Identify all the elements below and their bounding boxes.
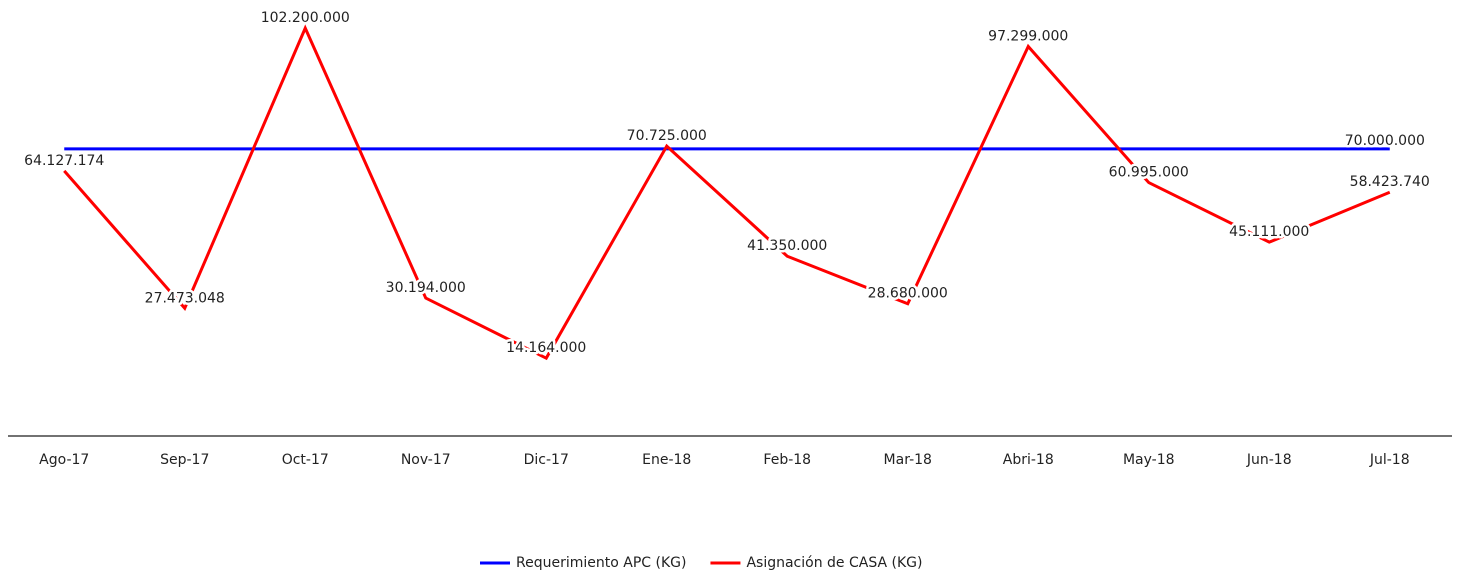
data-label: 45.111.000	[1229, 224, 1309, 240]
x-tick-label: Mar-18	[884, 452, 932, 468]
x-tick-label: Feb-18	[763, 452, 811, 468]
x-tick-label: Ene-18	[642, 452, 691, 468]
data-label: 14.164.000	[506, 340, 586, 356]
data-label: 70.725.000	[627, 128, 707, 144]
data-label: 64.127.174	[24, 153, 104, 169]
legend-label: Requerimiento APC (KG)	[516, 555, 686, 571]
data-label: 28.680.000	[868, 286, 948, 302]
x-tick-label: Oct-17	[282, 452, 329, 468]
data-label: 58.423.740	[1350, 174, 1430, 190]
data-label: 30.194.000	[386, 280, 466, 296]
x-tick-label: May-18	[1123, 452, 1175, 468]
x-tick-label: Nov-17	[401, 452, 451, 468]
data-label: 60.995.000	[1109, 165, 1189, 181]
data-label: 41.350.000	[747, 238, 827, 254]
x-tick-label: Ago-17	[39, 452, 89, 468]
data-label: 102.200.000	[261, 10, 350, 26]
x-tick-label: Abri-18	[1003, 452, 1054, 468]
x-tick-label: Jul-18	[1369, 452, 1410, 468]
legend: Requerimiento APC (KG) Asignación de CASA…	[480, 555, 922, 571]
data-label: 70.000.000	[1345, 133, 1425, 149]
data-label: 27.473.048	[145, 290, 225, 306]
x-tick-label: Dic-17	[524, 452, 569, 468]
series-line	[63, 24, 1391, 361]
legend-label: Asignación de CASA (KG)	[746, 555, 922, 571]
x-tick-label: Jun-18	[1246, 452, 1292, 468]
data-label: 97.299.000	[988, 28, 1068, 44]
x-tick-label: Sep-17	[160, 452, 209, 468]
